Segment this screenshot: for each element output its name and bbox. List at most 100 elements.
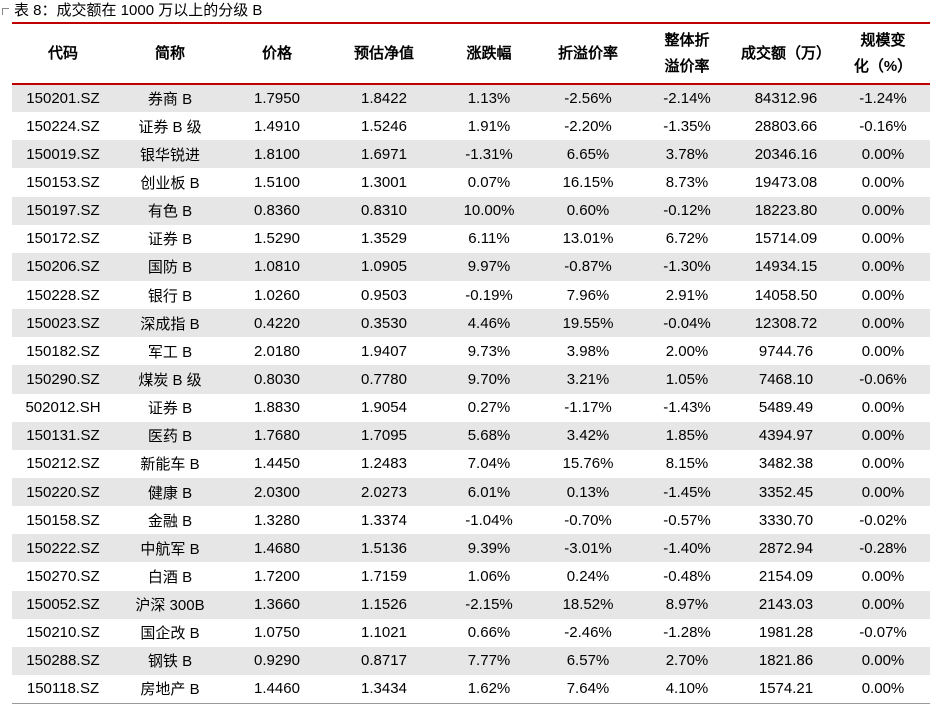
table-cell: 1.91% <box>467 117 511 135</box>
table-cell: 150270.SZ <box>26 567 100 585</box>
table-cell: 1.4450 <box>254 455 300 473</box>
table-cell: -1.31% <box>465 145 513 163</box>
table-cell: -2.15% <box>465 596 513 614</box>
table-body: 150201.SZ 券商 B 1.7950 1.8422 1.13% -2.56% -2.1… <box>12 84 930 704</box>
table-cell: 150201.SZ <box>26 90 100 108</box>
table-cell: 10.00% <box>463 202 515 220</box>
table-cell: 2154.09 <box>758 567 814 585</box>
table-row: 150197.SZ 有色 B 0.8360 0.8310 10.00% 0.60% -0.1… <box>12 196 930 225</box>
table-cell: -2.14% <box>663 90 711 108</box>
table-cell: 1.3660 <box>254 596 300 614</box>
table-row: 150270.SZ 白酒 B 1.7200 1.7159 1.06% 0.24% -0.48… <box>12 562 930 590</box>
table-cell: 150023.SZ <box>26 314 100 332</box>
table-cell: 0.00% <box>861 596 905 614</box>
table-cell: 16.15% <box>562 173 614 191</box>
table-cell: 1.3280 <box>254 511 300 529</box>
table-cell: 0.00% <box>861 399 905 417</box>
table-cell: 0.9290 <box>254 652 300 670</box>
table-cell: 1.9407 <box>361 342 407 360</box>
table-cell: 0.00% <box>861 567 905 585</box>
header-text: 代码 <box>47 44 78 62</box>
table-header: 代码 简称 价格 预估净值 涨跌幅 折溢价率 整体折 溢价率 成交额（万） 规模变 化（%） <box>12 22 930 85</box>
table-cell: 6.11% <box>468 230 510 248</box>
table-row: 150131.SZ 医药 B 1.7680 1.7095 5.68% 3.42% 1.85%… <box>12 421 930 450</box>
table-cell: 20346.16 <box>754 145 818 163</box>
table-cell: -1.43% <box>663 399 711 417</box>
header-text: 涨跌幅 <box>466 44 512 62</box>
table-cell: 健康 B <box>147 484 193 502</box>
table-cell: 7.04% <box>467 455 511 473</box>
table-row: 150182.SZ 军工 B 2.0180 1.9407 9.73% 3.98% 2.00%… <box>12 337 930 365</box>
table-cell: 券商 B <box>147 91 193 109</box>
table-row: 150201.SZ 券商 B 1.7950 1.8422 1.13% -2.56% -2.1… <box>12 84 930 113</box>
table-row: 150290.SZ 煤炭 B 级 0.8030 0.7780 9.70% 3.21% 1.0… <box>12 365 930 394</box>
table-cell: 6.72% <box>665 230 709 248</box>
table-row: 150206.SZ 国防 B 1.0810 1.0905 9.97% -0.87% -1.3… <box>12 252 930 281</box>
table-cell: 证券 B <box>147 231 193 249</box>
table-cell: 证券 B 级 <box>138 118 202 136</box>
table-cell: 白酒 B <box>147 568 193 586</box>
table-cell: -1.30% <box>663 258 711 276</box>
table-cell: 0.00% <box>861 652 905 670</box>
table-cell: 7.77% <box>467 652 511 670</box>
table-cell: 5.68% <box>467 427 511 445</box>
header-cell: 简称 <box>114 22 226 85</box>
table-cell: 84312.96 <box>754 90 818 108</box>
table-cell: -1.35% <box>663 117 711 135</box>
table-cell: 150288.SZ <box>26 652 100 670</box>
table-cell: 2.00% <box>665 342 709 360</box>
header-text: 预估净值 <box>353 44 414 62</box>
table-cell: 9744.76 <box>758 342 814 360</box>
table-cell: 13.01% <box>562 230 614 248</box>
table-cell: 15.76% <box>562 455 614 473</box>
table-cell: 1.9054 <box>361 399 407 417</box>
table-cell: 15714.09 <box>754 230 818 248</box>
header-text: 简称 <box>154 44 185 62</box>
table-row: 150052.SZ 沪深 300B 1.3660 1.1526 -2.15% 18.52%… <box>12 590 930 619</box>
table-row: 150222.SZ 中航军 B 1.4680 1.5136 9.39% -3.01% -1.… <box>12 534 930 563</box>
table-cell: 0.07% <box>467 173 511 191</box>
table-cell: 19473.08 <box>754 173 818 191</box>
table-cell: 1.4680 <box>254 539 300 557</box>
table-cell: 0.66% <box>467 624 511 642</box>
table-cell: 1.06% <box>467 567 511 585</box>
header-row: 代码 简称 价格 预估净值 涨跌幅 折溢价率 整体折 溢价率 成交额（万） 规模变 化（%） <box>12 22 930 85</box>
table-cell: -1.28% <box>663 624 711 642</box>
table-cell: 0.7780 <box>361 370 407 388</box>
table-cell: 0.4220 <box>254 314 300 332</box>
table-cell: 沪深 300B <box>135 597 205 615</box>
table-cell: 150158.SZ <box>26 511 100 529</box>
table-cell: 19.55% <box>562 314 614 332</box>
table-cell: -0.87% <box>564 258 612 276</box>
table-cell: 0.24% <box>566 567 610 585</box>
table-cell: -1.17% <box>564 399 612 417</box>
table-cell: 0.00% <box>861 314 905 332</box>
table-cell: 1.3001 <box>361 173 407 191</box>
table-cell: -0.70% <box>564 511 612 529</box>
table-cell: 2.0300 <box>254 483 300 501</box>
table-cell: 2.0180 <box>254 342 300 360</box>
table-cell: 1.7950 <box>254 90 300 108</box>
table-cell: 1.05% <box>665 370 709 388</box>
table-cell: 150210.SZ <box>26 624 100 642</box>
table-row: 150158.SZ 金融 B 1.3280 1.3374 -1.04% -0.70% -0.… <box>12 506 930 534</box>
table-cell: -0.57% <box>663 511 711 529</box>
table-cell: 150224.SZ <box>26 117 100 135</box>
header-cell: 成交额（万） <box>736 22 836 85</box>
table-cell: 1.62% <box>440 674 538 704</box>
table-cell: 3352.45 <box>758 483 814 501</box>
table-cell: 0.8717 <box>361 652 407 670</box>
table-row: 150220.SZ 健康 B 2.0300 2.0273 6.01% 0.13% -1.45… <box>12 477 930 507</box>
table-cell: 1.5246 <box>361 117 407 135</box>
table-row: 150118.SZ 房地产 B 1.4460 1.3434 1.62% 7.64% 4.10… <box>12 674 930 704</box>
table-cell: 7468.10 <box>758 370 814 388</box>
table-cell: 3482.38 <box>758 455 814 473</box>
table-cell: -0.48% <box>663 567 711 585</box>
header-cell: 整体折 溢价率 <box>638 22 736 85</box>
table-cell: -2.20% <box>564 117 612 135</box>
table-cell: 1.3374 <box>361 511 407 529</box>
header-text: 折溢价率 <box>557 44 618 62</box>
table-cell: 0.00% <box>861 342 905 360</box>
table-cell: 证券 B <box>147 400 193 418</box>
table-cell: 医药 B <box>147 428 193 446</box>
